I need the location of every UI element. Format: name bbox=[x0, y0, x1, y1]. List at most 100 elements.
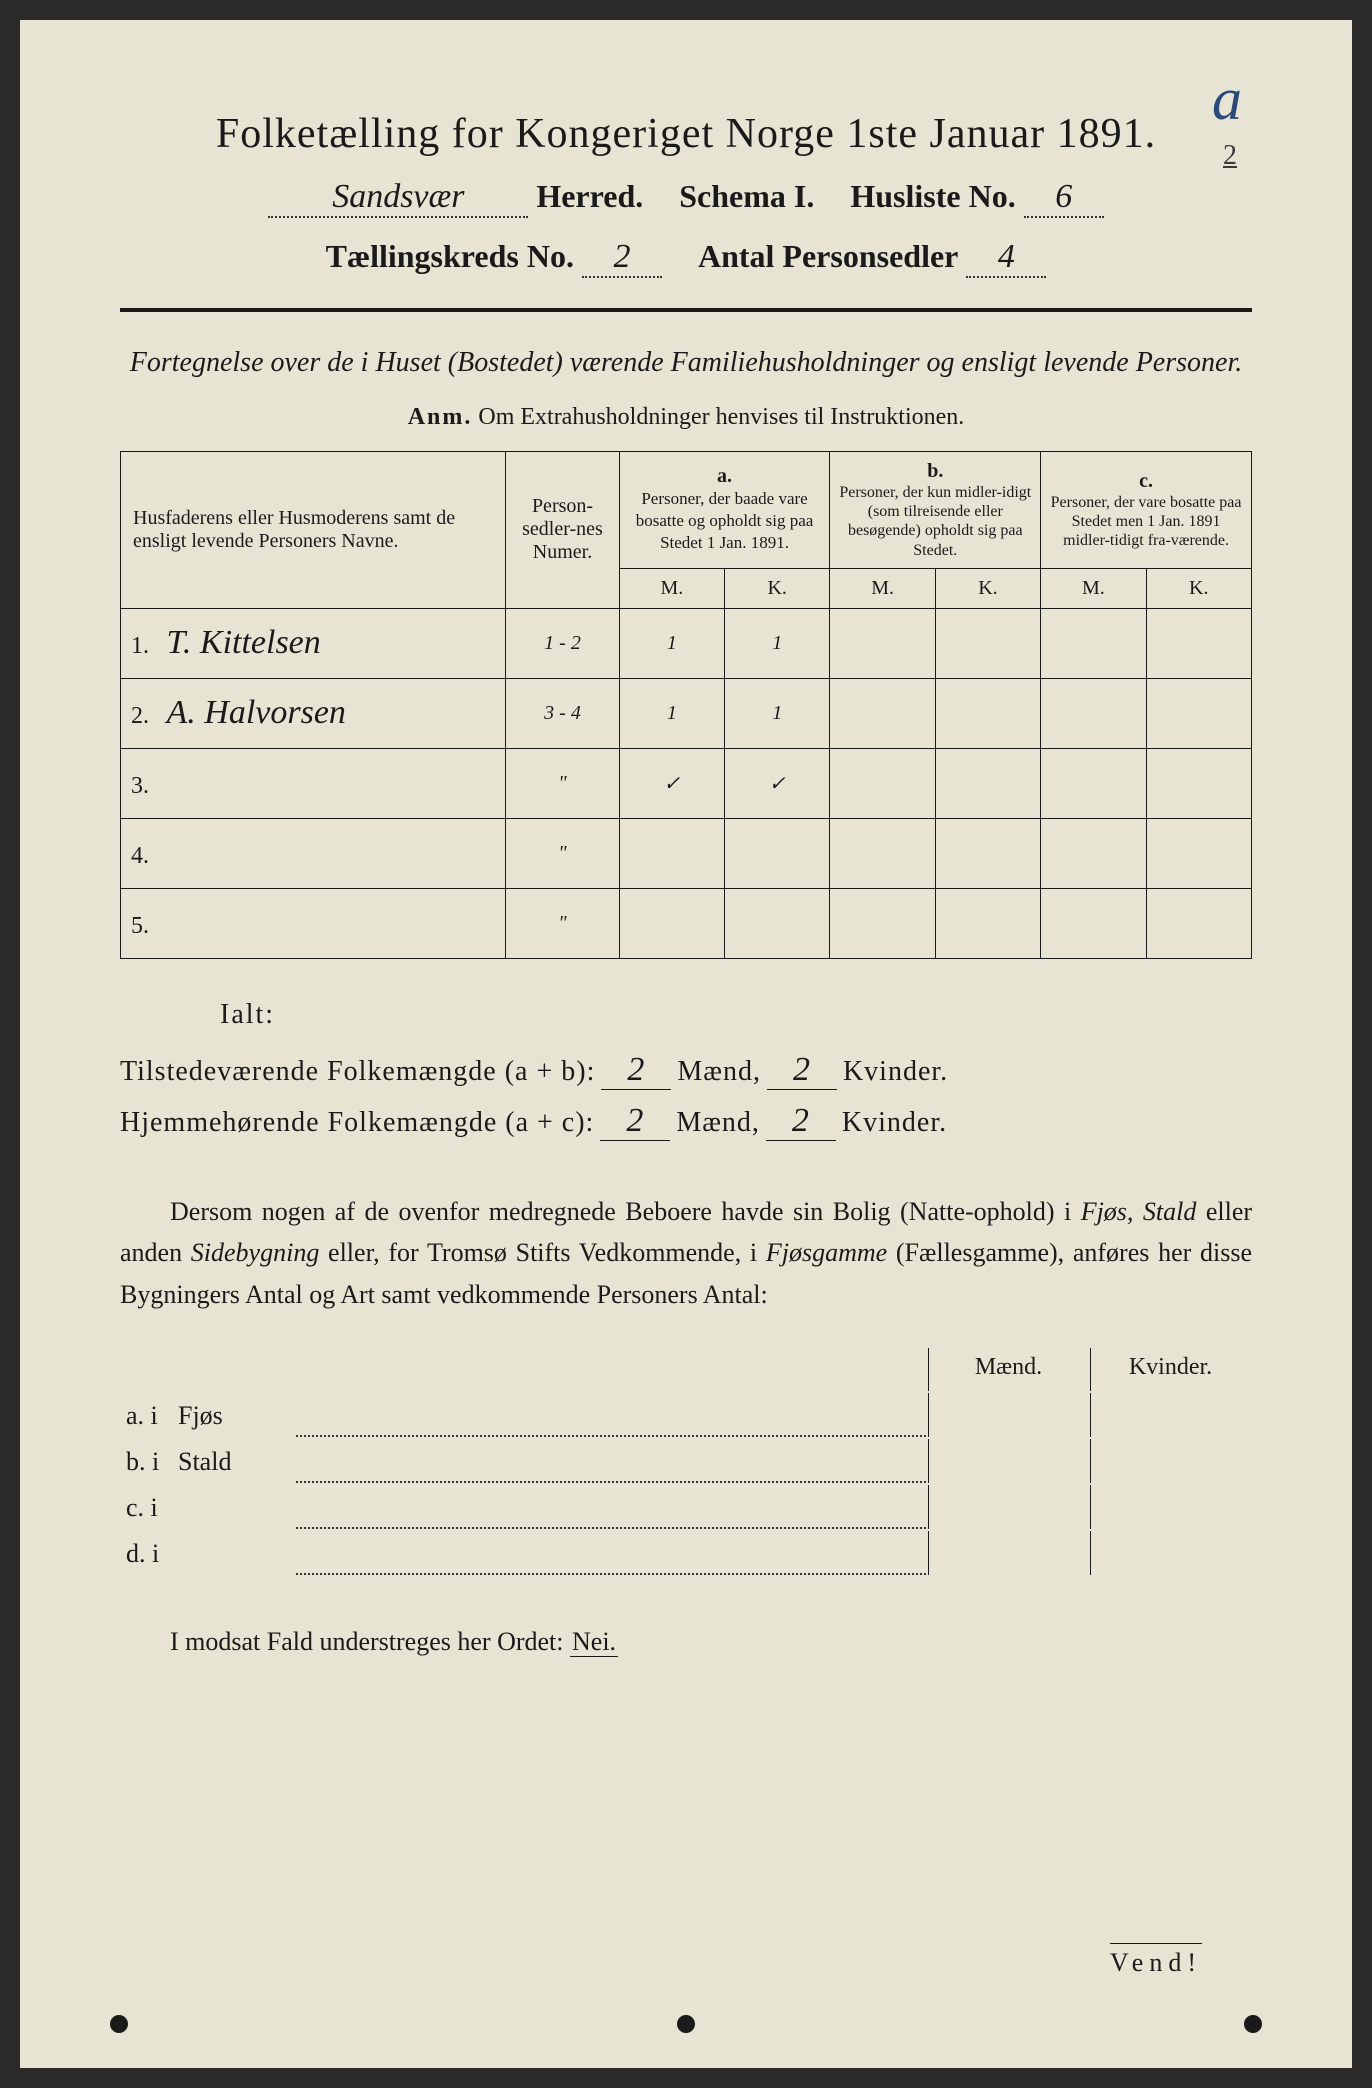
ialt-label: Ialt: bbox=[220, 999, 1252, 1031]
sub-table-row: b. iStald bbox=[122, 1439, 1250, 1483]
sub-kvinder: Kvinder. bbox=[1090, 1348, 1250, 1391]
anm-text: Om Extrahusholdninger henvises til Instr… bbox=[478, 404, 964, 430]
summary2-k: 2 bbox=[766, 1102, 836, 1141]
husliste-value: 6 bbox=[1024, 178, 1104, 218]
sub-lead: b. i bbox=[122, 1439, 172, 1483]
row-c-k bbox=[1146, 608, 1251, 678]
schema-label: Schema I. bbox=[679, 178, 814, 215]
rule-1 bbox=[120, 308, 1252, 312]
summary1-m: 2 bbox=[601, 1051, 671, 1090]
row-b-k bbox=[935, 608, 1040, 678]
corner-annotation: a bbox=[1212, 65, 1242, 134]
row-b-k bbox=[935, 818, 1040, 888]
sub-loc bbox=[174, 1531, 294, 1575]
sub-loc: Stald bbox=[174, 1439, 294, 1483]
sub-dots bbox=[296, 1531, 926, 1575]
row-a-k: 1 bbox=[725, 678, 830, 748]
row-a-m: 1 bbox=[619, 678, 724, 748]
th-b-m: M. bbox=[830, 568, 935, 608]
row-c-m bbox=[1041, 748, 1146, 818]
row-a-k bbox=[725, 888, 830, 958]
summary-line-2: Hjemmehørende Folkemængde (a + c): 2 Mæn… bbox=[120, 1102, 1252, 1141]
main-table: Husfaderens eller Husmoderens samt de en… bbox=[120, 451, 1252, 959]
row-a-m: 1 bbox=[619, 608, 724, 678]
row-num: " bbox=[506, 888, 619, 958]
punch-hole bbox=[110, 2015, 128, 2033]
sub-k bbox=[1090, 1439, 1250, 1483]
row-name: 3. bbox=[121, 748, 506, 818]
row-c-m bbox=[1041, 678, 1146, 748]
header-line-2: Tællingskreds No. 2 Antal Personsedler 4 bbox=[120, 238, 1252, 278]
table-row: 5. " bbox=[121, 888, 1252, 958]
subtitle: Fortegnelse over de i Huset (Bostedet) v… bbox=[120, 342, 1252, 384]
sub-m bbox=[928, 1439, 1088, 1483]
sub-table-row: d. i bbox=[122, 1531, 1250, 1575]
summary2-klabel: Kvinder. bbox=[842, 1107, 947, 1139]
table-row: 3. "✓✓ bbox=[121, 748, 1252, 818]
row-a-k: 1 bbox=[725, 608, 830, 678]
sub-maend: Mænd. bbox=[928, 1348, 1088, 1391]
punch-hole bbox=[1244, 2015, 1262, 2033]
row-b-m bbox=[830, 888, 935, 958]
sub-lead: d. i bbox=[122, 1531, 172, 1575]
summary2-label: Hjemmehørende Folkemængde (a + c): bbox=[120, 1107, 594, 1139]
th-b-k: K. bbox=[935, 568, 1040, 608]
nei-word: Nei. bbox=[570, 1627, 618, 1657]
th-a: a. Personer, der baade vare bosatte og o… bbox=[619, 452, 830, 569]
instruction-paragraph: Dersom nogen af de ovenfor medregnede Be… bbox=[120, 1191, 1252, 1316]
th-b: b. Personer, der kun midler-idigt (som t… bbox=[830, 452, 1041, 569]
row-c-m bbox=[1041, 608, 1146, 678]
summary1-mlabel: Mænd, bbox=[677, 1056, 761, 1088]
sub-dots bbox=[296, 1485, 926, 1529]
th-name: Husfaderens eller Husmoderens samt de en… bbox=[121, 452, 506, 609]
row-num: 3 - 4 bbox=[506, 678, 619, 748]
th-a-k: K. bbox=[725, 568, 830, 608]
row-name: 4. bbox=[121, 818, 506, 888]
table-row: 1. T. Kittelsen1 - 211 bbox=[121, 608, 1252, 678]
sub-m bbox=[928, 1485, 1088, 1529]
summary1-k: 2 bbox=[767, 1051, 837, 1090]
row-c-m bbox=[1041, 888, 1146, 958]
vend-label: Vend! bbox=[1110, 1943, 1202, 1978]
sub-table: Mænd. Kvinder. a. iFjøs b. iStald c. i d… bbox=[120, 1346, 1252, 1577]
sub-k bbox=[1090, 1393, 1250, 1437]
row-b-m bbox=[830, 678, 935, 748]
sub-m bbox=[928, 1393, 1088, 1437]
summary-line-1: Tilstedeværende Folkemængde (a + b): 2 M… bbox=[120, 1051, 1252, 1090]
th-c: c. Personer, der vare bosatte paa Stedet… bbox=[1041, 452, 1252, 569]
kreds-value: 2 bbox=[582, 238, 662, 278]
husliste-label: Husliste No. bbox=[850, 178, 1015, 215]
sub-m bbox=[928, 1531, 1088, 1575]
summary1-klabel: Kvinder. bbox=[843, 1056, 948, 1088]
sub-loc bbox=[174, 1485, 294, 1529]
th-num: Person-sedler-nes Numer. bbox=[506, 452, 619, 609]
sub-k bbox=[1090, 1485, 1250, 1529]
row-b-k bbox=[935, 678, 1040, 748]
row-num: " bbox=[506, 818, 619, 888]
sub-table-row: c. i bbox=[122, 1485, 1250, 1529]
summary1-label: Tilstedeværende Folkemængde (a + b): bbox=[120, 1056, 595, 1088]
row-b-m bbox=[830, 608, 935, 678]
sub-k bbox=[1090, 1531, 1250, 1575]
row-c-k bbox=[1146, 818, 1251, 888]
sub-lead: c. i bbox=[122, 1485, 172, 1529]
sub-dots bbox=[296, 1393, 926, 1437]
header-line-1: Sandsvær Herred. Schema I. Husliste No. … bbox=[120, 178, 1252, 218]
census-form-page: a 2 Folketælling for Kongeriget Norge 1s… bbox=[20, 20, 1352, 2068]
final-line: I modsat Fald understreges her Ordet: Ne… bbox=[120, 1627, 1252, 1657]
sub-table-row: a. iFjøs bbox=[122, 1393, 1250, 1437]
row-b-m bbox=[830, 748, 935, 818]
row-a-m bbox=[619, 818, 724, 888]
table-row: 2. A. Halvorsen3 - 411 bbox=[121, 678, 1252, 748]
row-name: 2. A. Halvorsen bbox=[121, 678, 506, 748]
row-a-k bbox=[725, 818, 830, 888]
th-a-m: M. bbox=[619, 568, 724, 608]
anm-label: Anm. bbox=[408, 404, 473, 430]
kreds-label: Tællingskreds No. bbox=[326, 238, 574, 275]
row-b-m bbox=[830, 818, 935, 888]
corner-sub-annotation: 2 bbox=[1223, 140, 1237, 172]
herred-label: Herred. bbox=[536, 178, 643, 215]
herred-value: Sandsvær bbox=[268, 178, 528, 218]
punch-hole bbox=[677, 2015, 695, 2033]
row-name: 5. bbox=[121, 888, 506, 958]
